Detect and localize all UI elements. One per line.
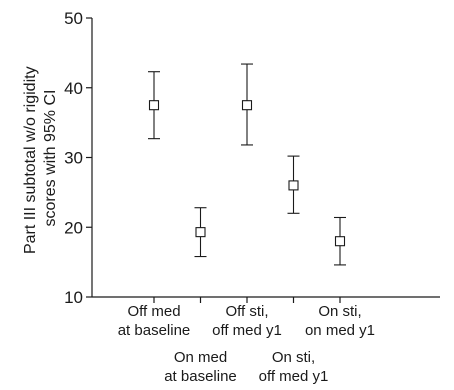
mean-marker-4 — [334, 236, 346, 247]
y-tick-label-4: 50 — [64, 9, 83, 28]
category-label-4-line-2: on med y1 — [305, 322, 375, 339]
category-label-4-line-1: On sti, — [318, 303, 361, 320]
category-label-1-line-2: at baseline — [164, 368, 237, 385]
category-label-1-line-1: On med — [174, 349, 227, 366]
y-tick-label-0: 10 — [64, 288, 83, 307]
plot-area: 10 20 30 40 50 Off med at baseline On med at bas… — [64, 9, 440, 385]
mean-marker-2 — [241, 100, 253, 111]
category-label-2-line-1: Off sti, — [225, 303, 268, 320]
mean-marker-3 — [288, 180, 299, 191]
y-tick-label-1: 20 — [64, 218, 83, 237]
mean-marker-0 — [148, 100, 160, 111]
y-tick-label-2: 30 — [64, 149, 83, 168]
category-label-0-line-1: Off med — [127, 303, 180, 320]
category-label-2-line-2: off med y1 — [212, 322, 282, 339]
mean-marker-1 — [195, 227, 206, 238]
y-axis-label-line-2: scores with 95% CI — [42, 90, 59, 227]
category-label-3-line-1: On sti, — [272, 349, 315, 366]
category-label-3-line-2: off med y1 — [259, 368, 329, 385]
y-axis-label: Part III subtotal w/o rigidity scores wi… — [22, 62, 59, 254]
y-axis-label-line-1: Part III subtotal w/o rigidity — [22, 66, 39, 254]
y-tick-label-3: 40 — [64, 79, 83, 98]
category-label-0-line-2: at baseline — [118, 322, 191, 339]
